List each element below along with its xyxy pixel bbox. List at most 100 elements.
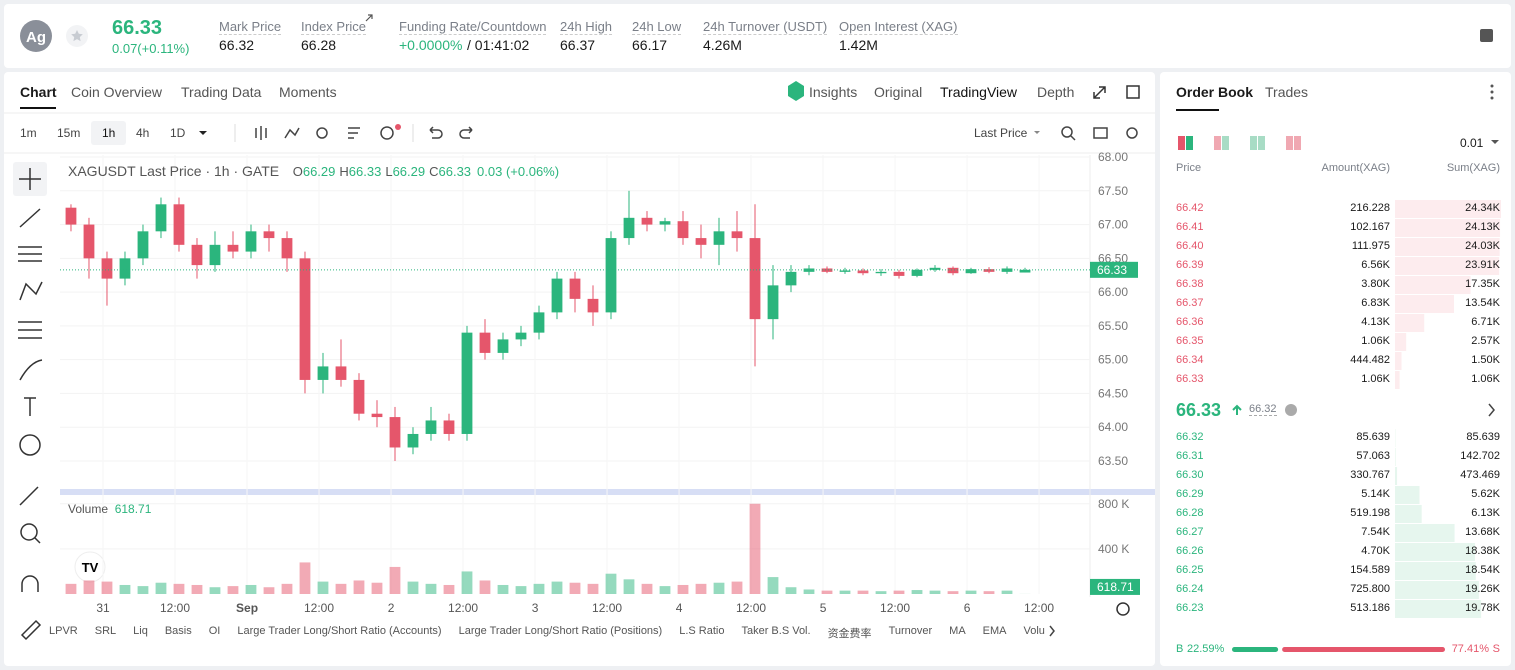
toolbar-icons[interactable]	[255, 126, 1138, 141]
candle-body	[731, 231, 743, 239]
volume-bar	[371, 582, 383, 594]
chart-legend: XAGUSDT Last Price · 1h · GATE O66.29 H66…	[68, 164, 559, 178]
legend-key: H	[339, 164, 349, 179]
drawing-tools[interactable]	[13, 162, 47, 641]
ob-price: 66.30	[1176, 469, 1204, 481]
depth-bar	[1395, 486, 1420, 504]
y-tick-label: 65.00	[1098, 353, 1128, 367]
view-tab[interactable]: Depth	[1037, 84, 1075, 100]
ob-price: 66.39	[1176, 259, 1204, 271]
ob-sum: 23.91K	[1465, 259, 1500, 271]
candle-body	[353, 379, 365, 414]
depth-bar	[1395, 314, 1425, 332]
candle-body	[551, 278, 563, 313]
y-tick-label: 68.00	[1098, 150, 1128, 164]
expand-icon[interactable]	[1093, 86, 1106, 99]
ob-tab[interactable]: Trades	[1265, 84, 1309, 100]
ob-amount: 57.063	[1356, 450, 1390, 462]
interval[interactable]: 1D	[170, 126, 186, 140]
candle-body	[605, 238, 617, 313]
interval[interactable]: 15m	[57, 126, 81, 140]
legend-change: 0.03 (+0.06%)	[477, 164, 560, 179]
view-tab[interactable]: Original	[874, 84, 923, 100]
indicator[interactable]: Liq	[133, 625, 148, 637]
y-tick-label: 66.00	[1098, 285, 1128, 299]
stat-label: Index Price	[301, 19, 367, 35]
volume-bar	[659, 586, 671, 594]
tab[interactable]: Moments	[279, 84, 337, 100]
ob-tab[interactable]: Order Book	[1176, 84, 1254, 100]
indicator[interactable]: Turnover	[888, 625, 933, 637]
x-tick-label: 12:00	[592, 601, 622, 615]
candle-body	[65, 207, 77, 225]
x-tick-label: 12:00	[304, 601, 334, 615]
candle-body	[407, 433, 419, 448]
indicator[interactable]: EMA	[982, 625, 1007, 637]
window-icon[interactable]	[1126, 85, 1140, 99]
candle-body	[623, 217, 635, 239]
indicator[interactable]: Volu	[1023, 625, 1045, 637]
volume-bar	[119, 584, 131, 594]
volume-bar	[785, 587, 797, 594]
tab[interactable]: Trading Data	[181, 84, 262, 100]
indicator[interactable]: L.S Ratio	[679, 625, 725, 637]
tab[interactable]: Chart	[20, 84, 57, 100]
ob-price: 66.29	[1176, 488, 1204, 500]
ob-amount: 444.482	[1350, 354, 1390, 366]
ob-amount: 102.167	[1350, 221, 1390, 233]
indicator[interactable]: Taker B.S Vol.	[741, 625, 811, 637]
volume-value: 618.71	[114, 502, 152, 516]
indicator[interactable]: 资金费率	[827, 628, 872, 640]
ob-amount: 7.54K	[1361, 526, 1390, 538]
interval[interactable]: 1m	[20, 126, 37, 140]
ob-price: 66.41	[1176, 221, 1204, 233]
interval[interactable]: 1h	[102, 126, 116, 140]
ob-sum: 18.38K	[1465, 545, 1500, 557]
stat-extra: / 01:41:02	[467, 37, 530, 53]
header	[4, 4, 1511, 68]
candle-body	[533, 312, 545, 333]
volume-value-box	[1090, 578, 1140, 595]
volume-bar	[83, 580, 95, 594]
volume-tick-label: 400 K	[1098, 542, 1129, 556]
ob-sum: 24.13K	[1465, 221, 1500, 233]
depth-bar	[1395, 219, 1501, 237]
candle-body	[443, 420, 455, 434]
volume-bar	[407, 581, 419, 594]
volume-bar	[677, 584, 689, 594]
ob-amount: 6.56K	[1361, 259, 1390, 271]
indicator[interactable]: Basis	[164, 625, 192, 637]
legend-key: O	[292, 164, 303, 179]
indicator[interactable]: Large Trader Long/Short Ratio (Accounts)	[237, 625, 442, 637]
depth-bar	[1395, 200, 1501, 218]
layout-icon[interactable]	[1480, 29, 1493, 42]
interval[interactable]: 4h	[136, 126, 150, 140]
candle-body	[875, 271, 887, 274]
ob-price: 66.42	[1176, 202, 1204, 214]
last-price-label: 66.33	[1097, 263, 1127, 277]
volume-title: Volume	[68, 502, 109, 516]
buy-bar	[1232, 647, 1279, 652]
view-tab[interactable]: Insights	[809, 84, 858, 100]
indicator[interactable]: Large Trader Long/Short Ratio (Positions…	[458, 625, 663, 637]
indicator[interactable]: SRL	[94, 625, 117, 637]
view-tab[interactable]: TradingView	[940, 84, 1018, 100]
ob-view-icons[interactable]	[1178, 136, 1301, 150]
ob-amount: 4.13K	[1361, 316, 1390, 328]
volume-bar	[389, 566, 401, 594]
indicator[interactable]: OI	[208, 625, 221, 637]
ob-sum: 2.57K	[1471, 335, 1500, 347]
ob-sum: 5.62K	[1471, 488, 1500, 500]
indicator[interactable]: LPVR	[49, 625, 78, 637]
ob-sum: 18.54K	[1465, 564, 1500, 576]
col-sum: Sum(XAG)	[1446, 162, 1500, 174]
precision[interactable]: 0.01	[1460, 136, 1484, 150]
price-source[interactable]: Last Price	[974, 126, 1028, 140]
ob-amount: 216.228	[1350, 202, 1390, 214]
indicator[interactable]: MA	[949, 625, 966, 637]
ob-amount: 154.589	[1350, 564, 1390, 576]
volume-bar	[713, 582, 725, 594]
tab[interactable]: Coin Overview	[71, 84, 163, 100]
